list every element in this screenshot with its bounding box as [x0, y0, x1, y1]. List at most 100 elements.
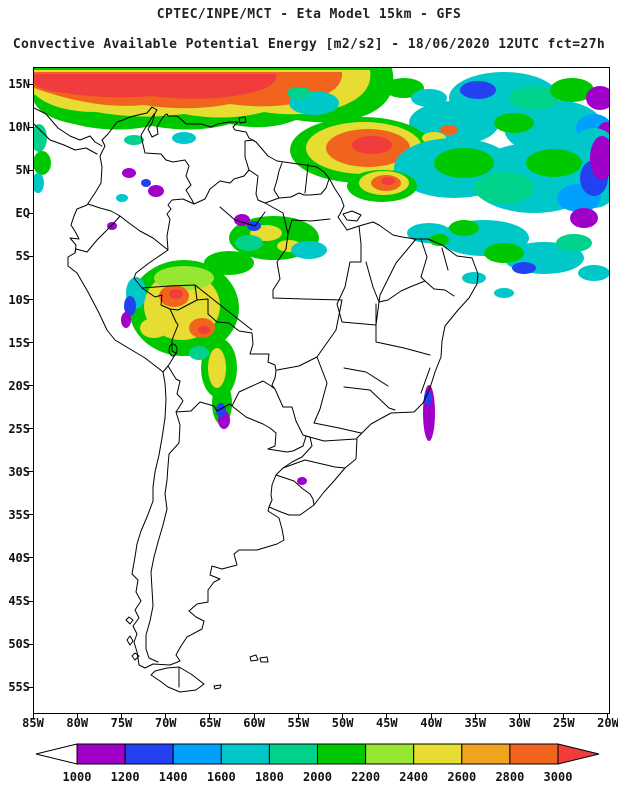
cape-shaded-regions [34, 68, 609, 485]
lat-tick-label-40S: 40S [8, 550, 30, 565]
lat-tick-label-20S: 20S [8, 378, 30, 393]
colorbar-tick-label-1400: 1400 [158, 770, 188, 784]
cape-region-cyan [462, 272, 486, 284]
colorbar-tick-label-2800: 2800 [495, 770, 525, 784]
cape-colorbar [35, 743, 600, 765]
lon-tick-label-30W: 30W [508, 716, 531, 730]
brazil-state-borders [141, 202, 455, 469]
lat-tick-label-25S: 25S [8, 421, 30, 436]
colorbar-tick-label-1800: 1800 [254, 770, 284, 784]
colorbar-segment-2400-2600 [413, 743, 463, 765]
lon-tick-label-20W: 20W [597, 716, 618, 730]
lat-tick-label-35S: 35S [8, 507, 30, 522]
colorbar-tick-label-2000: 2000 [303, 770, 332, 784]
lat-tick-label-EQ: EQ [15, 206, 30, 221]
cape-region-purple [121, 312, 131, 328]
colorbar-tick-label-3000: 3000 [543, 770, 573, 784]
cape-region-cyan [172, 132, 196, 144]
cape-region-teal [287, 87, 311, 99]
lat-tick-label-45S: 45S [8, 594, 30, 609]
islands-outlines [125, 116, 362, 693]
cape-region-purple [590, 136, 609, 180]
colorbar-tick-label-2200: 2200 [351, 770, 381, 784]
cape-region-blue [460, 81, 496, 99]
cape-region-green [34, 151, 51, 175]
cape-region-teal [124, 135, 144, 145]
cape-region-green [526, 149, 582, 177]
lon-tick-label-40W: 40W [420, 716, 442, 730]
country-borders [74, 113, 330, 688]
coastline-central-america [34, 107, 103, 155]
cape-region-green [550, 78, 594, 102]
cape-region-blue [216, 403, 226, 417]
cape-region-red [352, 136, 392, 154]
colorbar-segment-2800-3000 [509, 743, 559, 765]
colorbar-tick-label-1600: 1600 [206, 770, 236, 784]
cape-region-cyan [116, 194, 128, 202]
colorbar-over-arrow [557, 743, 600, 765]
cape-region-green [494, 113, 534, 133]
cape-region-cyan [494, 288, 514, 298]
lon-tick-label-50W: 50W [331, 716, 354, 730]
cape-region-yellow [208, 348, 226, 388]
cape-region-red [381, 177, 395, 185]
cape-region-red [198, 326, 210, 334]
lat-tick-label-30S: 30S [8, 464, 30, 479]
cape-region-blue [124, 296, 136, 316]
cape-region-teal [34, 124, 47, 152]
lon-tick-label-85W: 85W [22, 716, 44, 730]
lat-tick-label-10S: 10S [8, 292, 30, 307]
lat-tick-label-5N: 5N [15, 163, 30, 178]
colorbar-tick-label-1200: 1200 [110, 770, 140, 784]
cape-region-green [384, 78, 424, 98]
geography-layer [34, 106, 479, 693]
lat-tick-label-55S: 55S [8, 680, 30, 695]
lake-titicaca [168, 343, 178, 357]
lat-tick-label-15S: 15S [8, 335, 30, 350]
lon-tick-label-35W: 35W [464, 716, 487, 730]
cape-region-lightgreen [154, 266, 214, 290]
cape-region-purple [122, 168, 136, 178]
coastline-south-america [67, 106, 479, 669]
lat-tick-label-15N: 15N [8, 77, 30, 92]
colorbar-segment-1800-2000 [268, 743, 318, 765]
cape-region-green [484, 243, 524, 263]
colorbar-segment-1400-1600 [172, 743, 222, 765]
colorbar-segment-2200-2400 [365, 743, 415, 765]
cape-region-teal [474, 172, 534, 204]
cape-region-blue [512, 262, 536, 274]
colorbar-tick-label-1000: 1000 [62, 770, 92, 784]
cape-region-cyan [291, 241, 327, 259]
cape-region-purple [570, 208, 598, 228]
lon-tick-label-45W: 45W [375, 716, 398, 730]
cape-region-green [434, 148, 494, 178]
cape-region-orange [440, 125, 458, 135]
cape-region-teal [235, 235, 263, 251]
cape-region-red [169, 289, 183, 299]
cape-region-teal [189, 346, 209, 360]
cape-region-purple [297, 477, 307, 485]
lon-tick-label-55W: 55W [287, 716, 310, 730]
cape-region-cyan [34, 173, 44, 193]
lat-tick-label-50S: 50S [8, 637, 30, 652]
map-canvas [34, 68, 609, 693]
cape-region-red [34, 74, 277, 99]
lon-tick-label-25W: 25W [552, 716, 575, 730]
cape-region-green [429, 234, 449, 246]
lon-tick-label-65W: 65W [199, 716, 221, 730]
lat-tick-label-5S: 5S [15, 249, 30, 264]
cape-region-blue [424, 391, 432, 405]
colorbar-segment-2000-2200 [317, 743, 367, 765]
colorbar-tick-label-2600: 2600 [447, 770, 477, 784]
cape-region-green [204, 251, 254, 275]
cape-region-blue [141, 179, 151, 187]
lat-tick-label-10N: 10N [8, 120, 30, 135]
colorbar-segment-1000-1200 [76, 743, 126, 765]
cape-region-teal [556, 234, 592, 252]
map-title-model: CPTEC/INPE/MCT - Eta Model 15km - GFS [156, 7, 462, 22]
colorbar-segment-1600-1800 [220, 743, 270, 765]
cape-region-teal [509, 86, 559, 110]
colorbar-segment-2600-2800 [461, 743, 511, 765]
cape-region-purple [586, 86, 609, 110]
